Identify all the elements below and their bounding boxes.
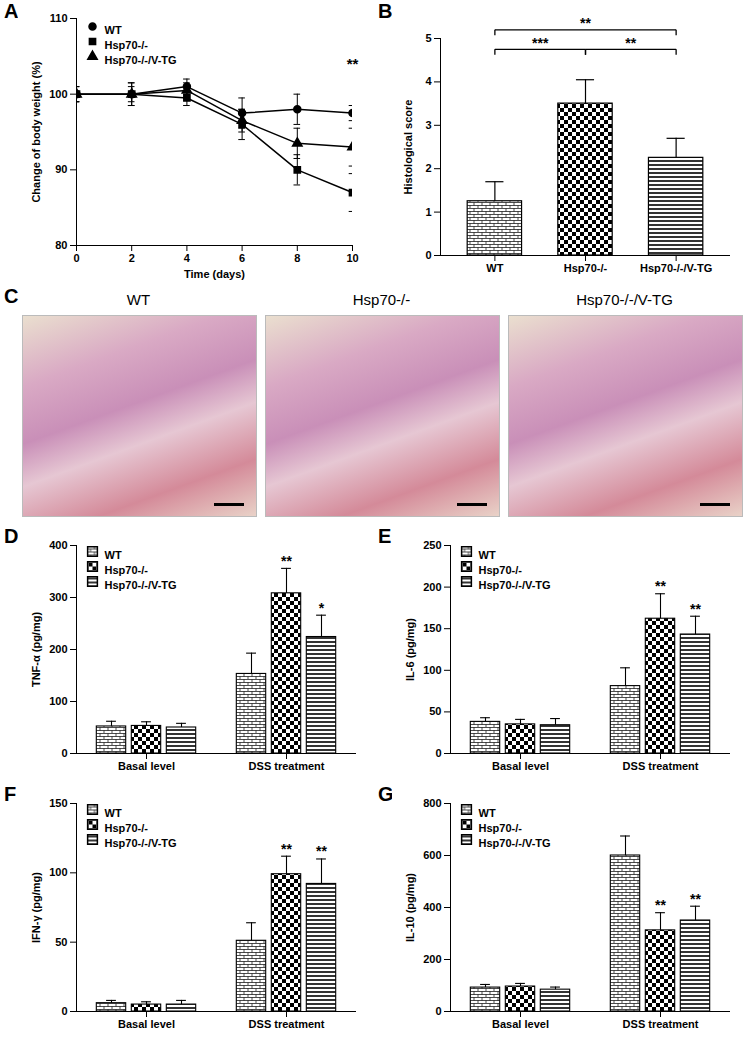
svg-text:Hsp70-/-/V-TG: Hsp70-/-/V-TG <box>479 579 551 591</box>
html-text:F: F <box>4 783 17 805</box>
svg-text:**: ** <box>281 841 292 857</box>
svg-text:Hsp70-/-: Hsp70-/- <box>479 822 523 834</box>
html-text:D: D <box>4 525 19 547</box>
svg-text:**: ** <box>655 578 666 594</box>
svg-text:Hsp70-/-/V-TG: Hsp70-/-/V-TG <box>105 837 177 849</box>
svg-text:400: 400 <box>423 901 441 913</box>
svg-text:Basal level: Basal level <box>492 760 549 772</box>
svg-text:110: 110 <box>50 12 68 24</box>
svg-text:50: 50 <box>55 936 67 948</box>
svg-text:DSS treatment: DSS treatment <box>249 760 325 772</box>
html-text:B: B <box>378 0 393 22</box>
svg-text:Basal level: Basal level <box>492 1018 549 1030</box>
svg-text:0: 0 <box>61 1005 67 1017</box>
html-text:C: C <box>4 285 19 307</box>
svg-text:**: ** <box>655 897 666 913</box>
svg-text:*: * <box>319 600 325 616</box>
svg-text:0: 0 <box>425 249 431 261</box>
svg-text:200: 200 <box>423 953 441 965</box>
svg-text:100: 100 <box>423 664 441 676</box>
html-text:Hsp70-/-/V-TG: Hsp70-/-/V-TG <box>576 291 673 308</box>
svg-text:Hsp70-/-/V-TG: Hsp70-/-/V-TG <box>640 262 712 274</box>
svg-text:4: 4 <box>184 252 191 264</box>
svg-text:5: 5 <box>425 32 431 44</box>
svg-text:400: 400 <box>49 539 67 551</box>
svg-text:200: 200 <box>423 581 441 593</box>
svg-text:**: ** <box>316 843 327 859</box>
svg-text:Histological score: Histological score <box>402 100 414 195</box>
svg-text:WT: WT <box>105 549 122 561</box>
svg-text:**: ** <box>580 15 591 31</box>
svg-text:DSS treatment: DSS treatment <box>623 1018 699 1030</box>
svg-text:8: 8 <box>294 252 300 264</box>
svg-text:100: 100 <box>49 88 67 100</box>
svg-text:6: 6 <box>239 252 245 264</box>
svg-text:Basal level: Basal level <box>118 1018 175 1030</box>
svg-text:80: 80 <box>55 239 67 251</box>
svg-text:200: 200 <box>49 643 67 655</box>
svg-text:4: 4 <box>425 75 432 87</box>
svg-text:Hsp70-/-: Hsp70-/- <box>105 822 149 834</box>
html-text:WT: WT <box>126 291 151 308</box>
html-text:Hsp70-/-: Hsp70-/- <box>352 291 411 308</box>
svg-text:800: 800 <box>423 797 441 809</box>
svg-text:Change of body weight (%): Change of body weight (%) <box>30 61 42 202</box>
svg-text:Hsp70-/-/V-TG: Hsp70-/-/V-TG <box>105 54 177 66</box>
html-text:G: G <box>378 783 394 805</box>
svg-text:TNF-α (pg/mg): TNF-α (pg/mg) <box>30 612 42 688</box>
svg-text:WT: WT <box>105 24 122 36</box>
svg-text:IL-10 (pg/mg): IL-10 (pg/mg) <box>404 873 416 942</box>
svg-text:Hsp70-/-/V-TG: Hsp70-/-/V-TG <box>105 579 177 591</box>
svg-text:Basal level: Basal level <box>118 760 175 772</box>
svg-text:Hsp70-/-: Hsp70-/- <box>105 564 149 576</box>
svg-text:**: ** <box>690 891 701 907</box>
svg-text:0: 0 <box>435 747 441 759</box>
svg-text:0: 0 <box>61 747 67 759</box>
svg-text:250: 250 <box>423 539 441 551</box>
svg-text:DSS treatment: DSS treatment <box>623 760 699 772</box>
svg-text:WT: WT <box>486 262 503 274</box>
svg-text:WT: WT <box>479 807 496 819</box>
svg-text:150: 150 <box>49 797 67 809</box>
svg-text:**: ** <box>281 553 292 569</box>
svg-text:**: ** <box>625 35 636 51</box>
svg-text:**: ** <box>347 55 359 72</box>
svg-text:90: 90 <box>55 163 67 175</box>
html-text:A: A <box>4 0 19 22</box>
svg-text:Time (days): Time (days) <box>184 268 245 280</box>
svg-text:WT: WT <box>105 807 122 819</box>
svg-text:***: *** <box>532 35 549 51</box>
html-text:E: E <box>378 525 392 547</box>
svg-text:WT: WT <box>479 549 496 561</box>
svg-text:DSS treatment: DSS treatment <box>249 1018 325 1030</box>
svg-text:50: 50 <box>429 705 441 717</box>
svg-text:1: 1 <box>425 206 431 218</box>
svg-text:**: ** <box>690 601 701 617</box>
svg-text:0: 0 <box>435 1005 441 1017</box>
svg-text:100: 100 <box>49 866 67 878</box>
svg-text:2: 2 <box>425 162 431 174</box>
svg-text:300: 300 <box>49 591 67 603</box>
svg-text:IFN-γ (pg/mg): IFN-γ (pg/mg) <box>30 872 42 943</box>
svg-text:2: 2 <box>129 252 135 264</box>
svg-text:Hsp70-/-: Hsp70-/- <box>564 262 608 274</box>
svg-text:Hsp70-/-/V-TG: Hsp70-/-/V-TG <box>479 837 551 849</box>
svg-text:3: 3 <box>425 119 431 131</box>
svg-text:100: 100 <box>49 695 67 707</box>
svg-text:Hsp70-/-: Hsp70-/- <box>105 39 149 51</box>
svg-text:Hsp70-/-: Hsp70-/- <box>479 564 523 576</box>
svg-text:10: 10 <box>346 252 358 264</box>
svg-text:0: 0 <box>73 252 79 264</box>
svg-text:150: 150 <box>423 622 441 634</box>
svg-text:IL-6 (pg/mg): IL-6 (pg/mg) <box>404 618 416 681</box>
svg-text:600: 600 <box>423 849 441 861</box>
